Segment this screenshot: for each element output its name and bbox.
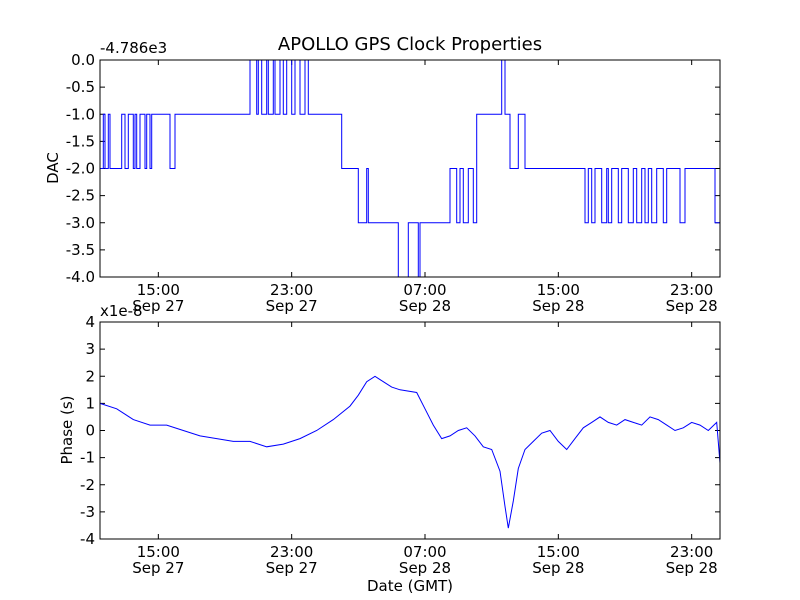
y-tick-label: 0.0 [71,51,95,69]
x-tick-time-label: 15:00 [537,281,580,299]
y-tick-label: -1.0 [66,105,95,123]
x-tick-date-label: Sep 27 [132,297,184,315]
y-tick-label: 1 [85,394,95,412]
y-tick-label: -3 [80,503,95,521]
y-tick-label: -4.0 [66,268,95,286]
y-tick-label: -1 [80,449,95,467]
dac-panel: -4.786e3 DAC 0.0 -0.5 -1.0 -1.5 -2.0 -2.5 -3.0… [44,39,721,315]
x-tick-date-label: Sep 28 [666,559,718,577]
x-tick-time-label: 15:00 [137,281,180,299]
phase-plot-frame [99,321,721,540]
x-tick-date-label: Sep 27 [266,297,318,315]
y-tick-label: -3.5 [66,241,95,259]
y-tick-label: -3.0 [66,214,95,232]
y-tick-label: 2 [85,367,95,385]
x-axis-label: Date (GMT) [367,577,453,595]
dac-plot-frame [99,59,721,278]
x-tick-time-label: 23:00 [270,281,313,299]
x-tick-time-label: 23:00 [270,543,313,561]
y-tick-label: 4 [85,313,95,331]
phase-offset-label: x1e-8 [100,302,143,320]
phase-series-line [99,375,721,529]
x-tick-date-label: Sep 27 [266,559,318,577]
y-tick-label: -2.5 [66,187,95,205]
x-tick-time-label: 07:00 [403,543,446,561]
x-tick-date-label: Sep 28 [399,297,451,315]
x-tick-date-label: Sep 28 [532,297,584,315]
x-tick-time-label: 15:00 [537,543,580,561]
x-tick-date-label: Sep 27 [132,559,184,577]
x-tick-time-label: 23:00 [670,543,713,561]
phase-y-axis-label: Phase (s) [58,395,76,464]
x-tick-date-label: Sep 28 [532,559,584,577]
x-tick-date-label: Sep 28 [666,297,718,315]
y-tick-label: -0.5 [66,78,95,96]
y-tick-label: -1.5 [66,132,95,150]
x-tick-time-label: 15:00 [137,543,180,561]
dac-series-line [100,59,720,278]
y-tick-label: -2 [80,476,95,494]
y-tick-label: 0 [85,422,95,440]
y-tick-label: -2.0 [66,160,95,178]
x-tick-time-label: 07:00 [403,281,446,299]
x-tick-date-label: Sep 28 [399,559,451,577]
dac-y-axis-label: DAC [44,152,62,184]
dac-offset-label: -4.786e3 [100,39,167,57]
y-tick-label: 3 [85,340,95,358]
y-tick-label: -4 [80,530,95,548]
x-tick-time-label: 23:00 [670,281,713,299]
chart-title: APOLLO GPS Clock Properties [278,34,542,55]
